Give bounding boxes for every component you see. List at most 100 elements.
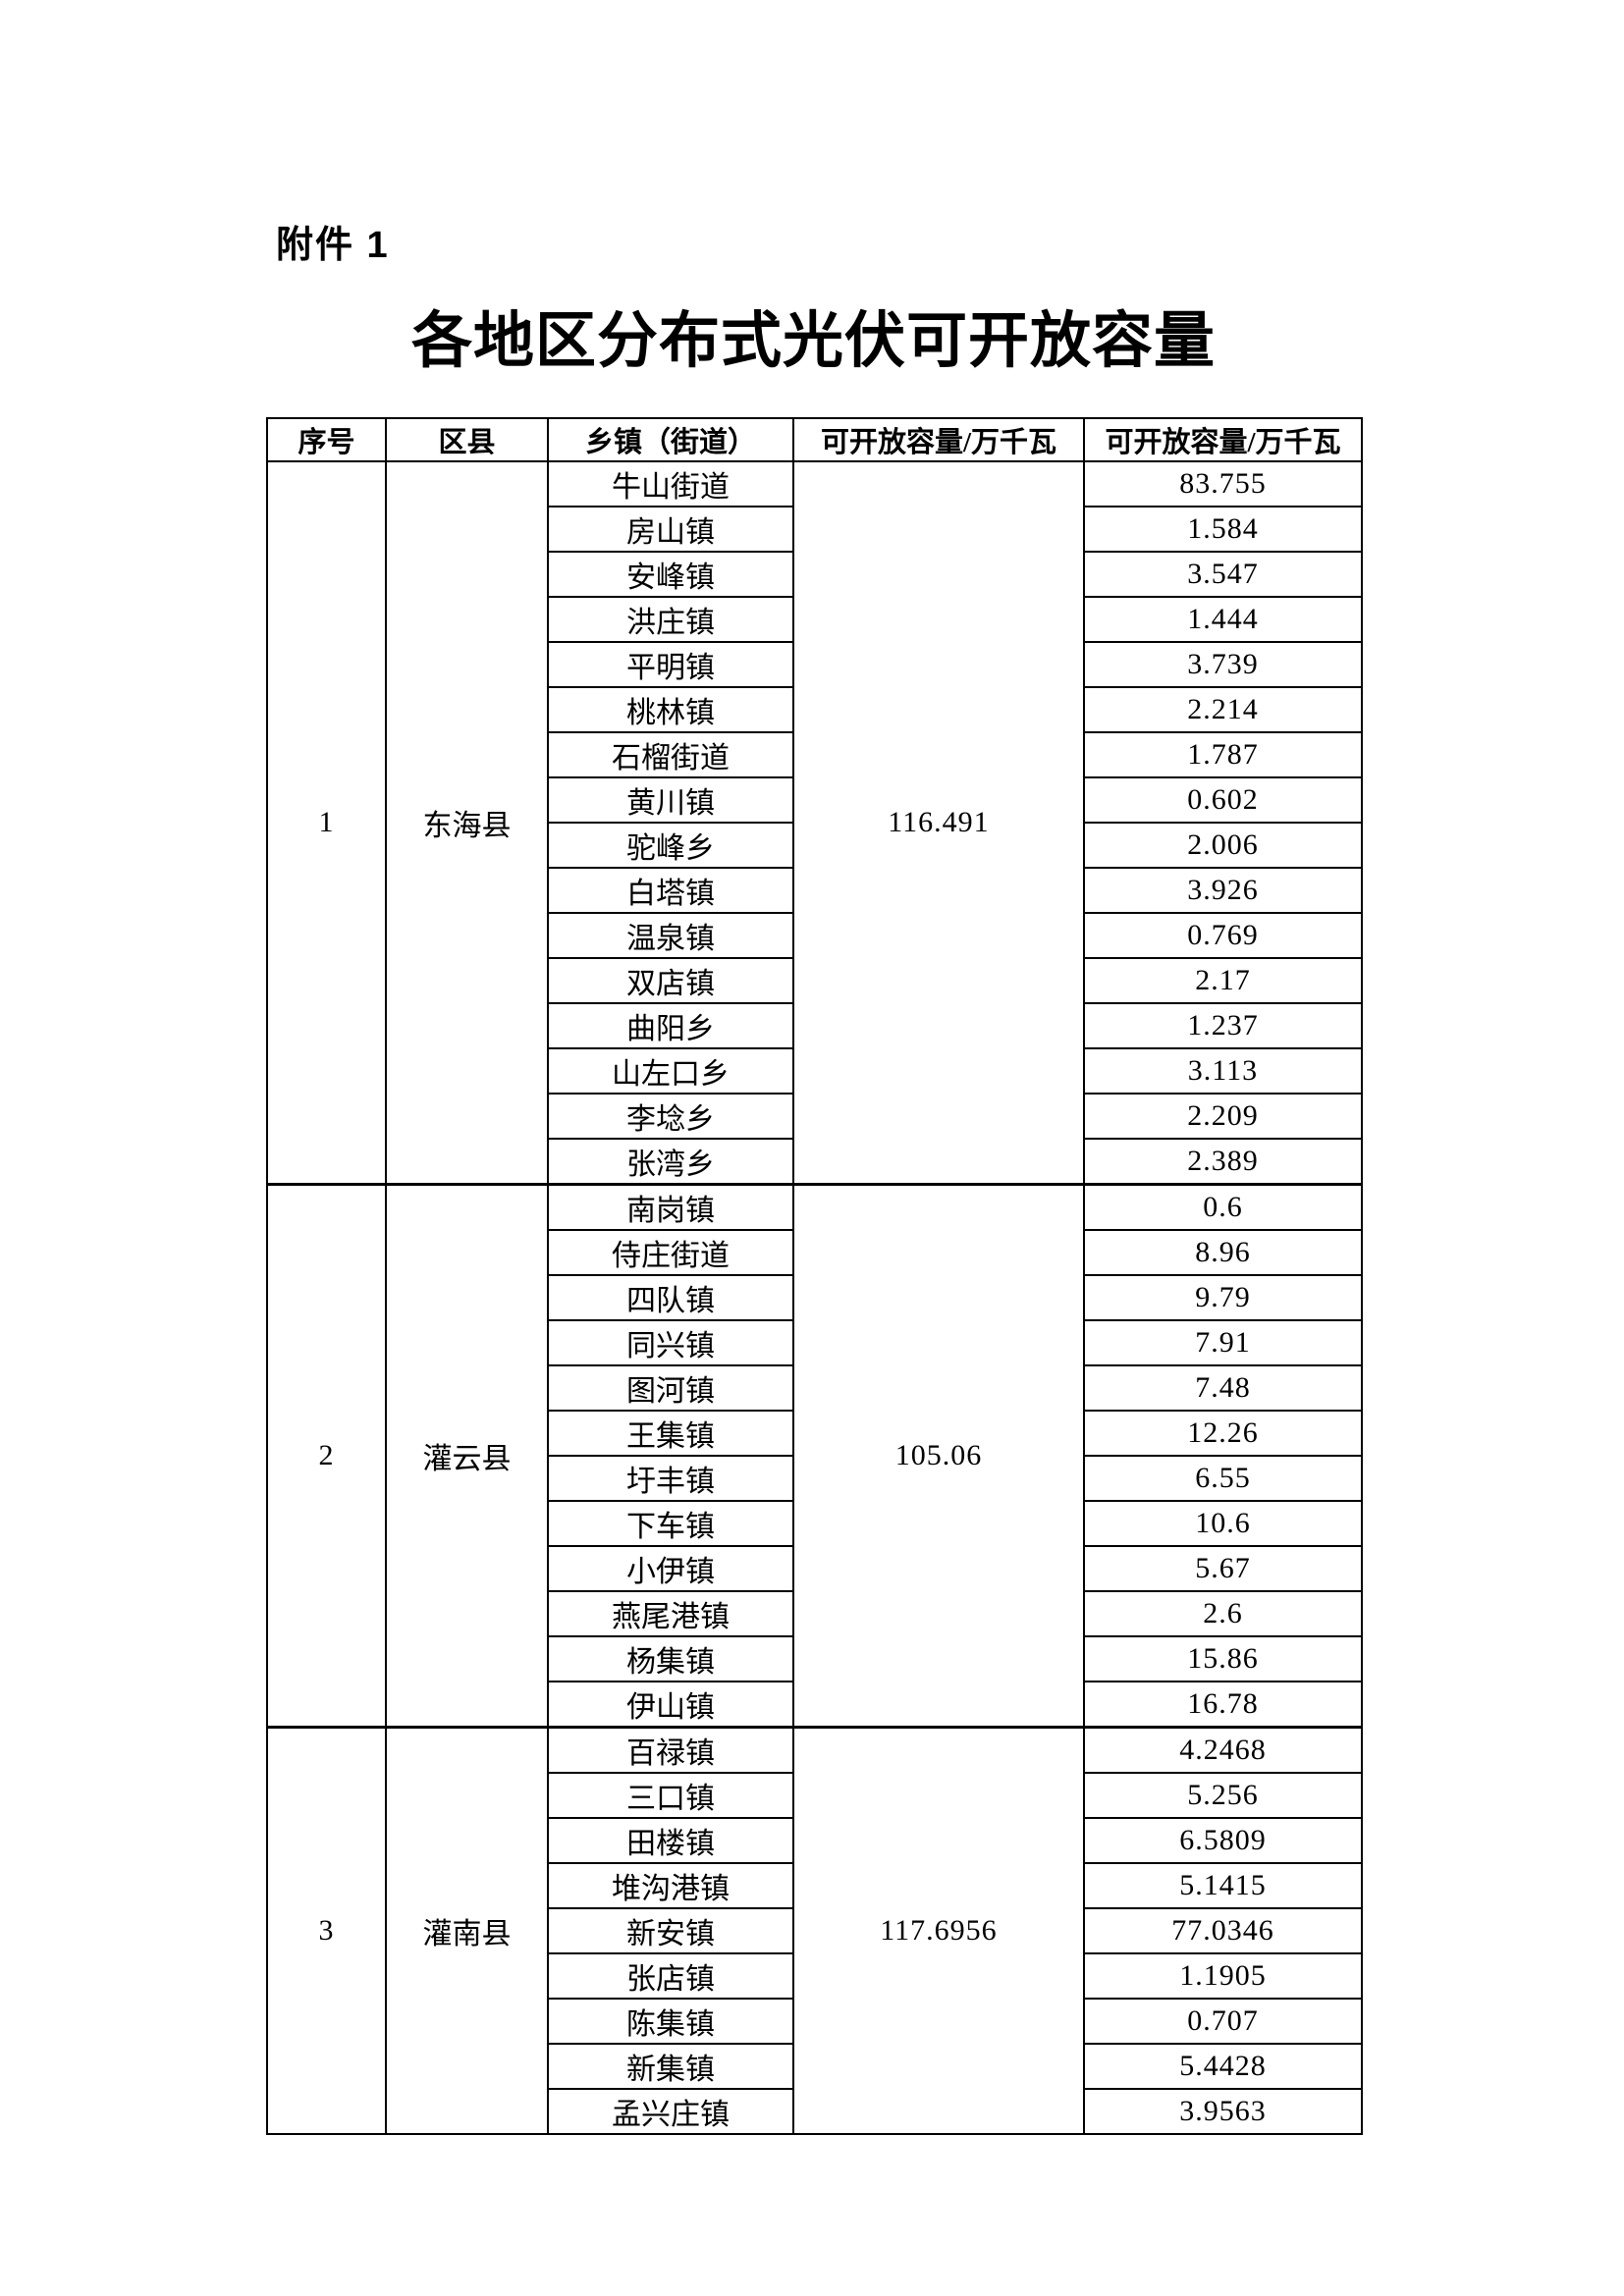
county-cell: 灌云县: [385, 1183, 549, 1729]
town-cell: 四队镇: [547, 1274, 794, 1321]
town-value-cell: 16.78: [1083, 1681, 1363, 1729]
town-value-cell: 1.1905: [1083, 1952, 1363, 2000]
header-index: 序号: [266, 417, 387, 462]
town-cell: 燕尾港镇: [547, 1590, 794, 1637]
table-row: 下车镇 10.6: [267, 1500, 1363, 1547]
county-cell: 灌南县: [385, 1726, 549, 2135]
table-row: 四队镇 9.79: [267, 1274, 1363, 1321]
table-row: 平明镇 3.739: [267, 641, 1363, 688]
town-value-cell: 1.444: [1083, 596, 1363, 643]
table-row: 王集镇 12.26: [267, 1410, 1363, 1457]
town-cell: 堆沟港镇: [547, 1862, 794, 1909]
town-value-cell: 2.214: [1083, 686, 1363, 733]
town-cell: 牛山街道: [547, 460, 794, 507]
town-cell: 驼峰乡: [547, 822, 794, 869]
town-value-cell: 0.769: [1083, 912, 1363, 959]
town-cell: 安峰镇: [547, 551, 794, 598]
town-value-cell: 2.209: [1083, 1093, 1363, 1140]
town-value-cell: 7.48: [1083, 1364, 1363, 1412]
table-row: 双店镇 2.17: [267, 957, 1363, 1004]
town-cell: 石榴街道: [547, 731, 794, 778]
town-cell: 百禄镇: [547, 1726, 794, 1774]
town-cell: 图河镇: [547, 1364, 794, 1412]
town-cell: 双店镇: [547, 957, 794, 1004]
town-cell: 小伊镇: [547, 1545, 794, 1592]
town-cell: 孟兴庄镇: [547, 2088, 794, 2135]
town-value-cell: 0.602: [1083, 776, 1363, 824]
town-value-cell: 7.91: [1083, 1319, 1363, 1366]
town-cell: 同兴镇: [547, 1319, 794, 1366]
table-row: 同兴镇 7.91: [267, 1319, 1363, 1366]
town-value-cell: 10.6: [1083, 1500, 1363, 1547]
town-value-cell: 2.006: [1083, 822, 1363, 869]
page-title: 各地区分布式光伏可开放容量: [410, 307, 1216, 375]
town-value-cell: 5.1415: [1083, 1862, 1363, 1909]
town-value-cell: 1.584: [1083, 506, 1363, 553]
table-row: 2 灌云县 南岗镇 105.06 0.6: [266, 1183, 1363, 1729]
table-row: 3 灌南县 百禄镇 117.6956 4.2468: [266, 1726, 1363, 2135]
table-row: 山左口乡 3.113: [267, 1047, 1363, 1095]
town-cell: 张湾乡: [547, 1138, 794, 1186]
town-cell: 田楼镇: [547, 1817, 794, 1864]
town-value-cell: 15.86: [1083, 1635, 1363, 1682]
table-row: 陈集镇 0.707: [267, 1998, 1363, 2045]
table-row: 温泉镇 0.769: [267, 912, 1363, 959]
town-cell: 山左口乡: [547, 1047, 794, 1095]
town-cell: 洪庄镇: [547, 596, 794, 643]
town-cell: 新安镇: [547, 1907, 794, 1954]
table-row: 曲阳乡 1.237: [267, 1002, 1363, 1049]
town-cell: 南岗镇: [547, 1183, 794, 1231]
town-cell: 李埝乡: [547, 1093, 794, 1140]
town-value-cell: 83.755: [1083, 460, 1363, 507]
town-value-cell: 5.67: [1083, 1545, 1363, 1592]
town-value-cell: 3.9563: [1083, 2088, 1363, 2135]
table-row: 桃林镇 2.214: [267, 686, 1363, 733]
town-cell: 侍庄街道: [547, 1229, 794, 1276]
row-index-cell: 2: [266, 1183, 387, 1729]
town-cell: 新集镇: [547, 2043, 794, 2090]
capacity-table: 序号 区县 乡镇（街道） 可开放容量/万千瓦 可开放容量/万千瓦 1 东海县 牛山街…: [266, 417, 1363, 2135]
table-row: 新安镇 77.0346: [267, 1907, 1363, 1954]
table-body: 1 东海县 牛山街道 116.491 83.755 房山镇 1.584 安峰镇 3.547 洪庄镇…: [266, 460, 1363, 2135]
town-cell: 圩丰镇: [547, 1455, 794, 1502]
table-row: 田楼镇 6.5809: [267, 1817, 1363, 1864]
town-value-cell: 3.113: [1083, 1047, 1363, 1095]
town-cell: 陈集镇: [547, 1998, 794, 2045]
table-row: 安峰镇 3.547: [267, 551, 1363, 598]
town-cell: 王集镇: [547, 1410, 794, 1457]
table-row: 1 东海县 牛山街道 116.491 83.755: [266, 460, 1363, 1186]
town-cell: 张店镇: [547, 1952, 794, 2000]
table-row: 燕尾港镇 2.6: [267, 1590, 1363, 1637]
town-cell: 白塔镇: [547, 867, 794, 914]
town-cell: 下车镇: [547, 1500, 794, 1547]
table-row: 张店镇 1.1905: [267, 1952, 1363, 2000]
town-value-cell: 5.4428: [1083, 2043, 1363, 2090]
table-row: 李埝乡 2.209: [267, 1093, 1363, 1140]
header-town: 乡镇（街道）: [547, 417, 794, 462]
town-cell: 黄川镇: [547, 776, 794, 824]
county-total-cell: 105.06: [792, 1183, 1085, 1729]
town-value-cell: 1.787: [1083, 731, 1363, 778]
table-row: 房山镇 1.584: [267, 506, 1363, 553]
table-row: 新集镇 5.4428: [267, 2043, 1363, 2090]
header-county: 区县: [385, 417, 549, 462]
table-row: 圩丰镇 6.55: [267, 1455, 1363, 1502]
town-cell: 平明镇: [547, 641, 794, 688]
table-row: 堆沟港镇 5.1415: [267, 1862, 1363, 1909]
town-value-cell: 77.0346: [1083, 1907, 1363, 1954]
table-row: 孟兴庄镇 3.9563: [267, 2088, 1363, 2135]
town-cell: 杨集镇: [547, 1635, 794, 1682]
town-value-cell: 6.5809: [1083, 1817, 1363, 1864]
town-value-cell: 8.96: [1083, 1229, 1363, 1276]
town-value-cell: 2.389: [1083, 1138, 1363, 1186]
town-cell: 温泉镇: [547, 912, 794, 959]
table-row: 小伊镇 5.67: [267, 1545, 1363, 1592]
county-total-cell: 116.491: [792, 460, 1085, 1186]
county-cell: 东海县: [385, 460, 549, 1186]
town-cell: 三口镇: [547, 1772, 794, 1819]
town-value-cell: 12.26: [1083, 1410, 1363, 1457]
table-row: 黄川镇 0.602: [267, 776, 1363, 824]
header-town-capacity: 可开放容量/万千瓦: [1083, 417, 1363, 462]
attachment-label: 附件 1: [276, 225, 390, 266]
